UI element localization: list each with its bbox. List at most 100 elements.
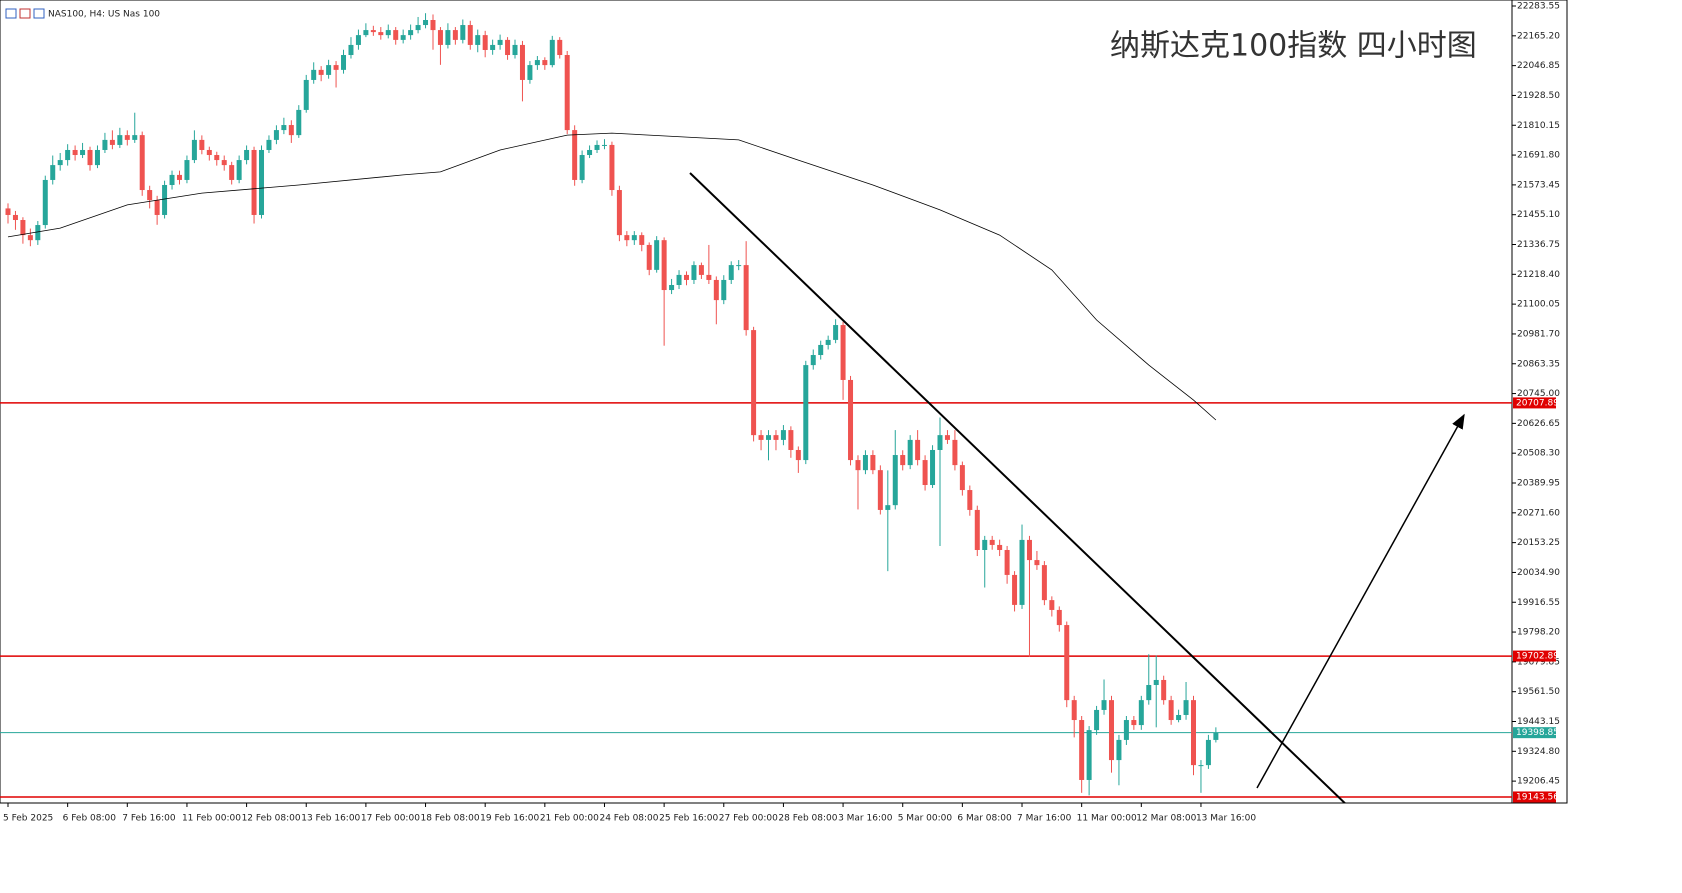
header: NAS100, H4: US Nas 100 (5, 8, 160, 20)
candle-body (646, 244, 652, 270)
candle-body (1191, 700, 1197, 766)
x-tick-label: 27 Feb 00:00 (719, 814, 778, 824)
candle-body (1101, 700, 1107, 710)
candle-body (795, 449, 801, 461)
candle-body (944, 435, 950, 440)
candle-body (5, 208, 11, 215)
candle-body (1056, 609, 1062, 626)
candle-body (12, 214, 18, 221)
candle-body (959, 465, 965, 491)
candle-body (773, 435, 779, 440)
y-tick-label: 20389.95 (1517, 479, 1560, 489)
y-tick-label: 19206.45 (1517, 777, 1560, 787)
candle-body (1019, 539, 1025, 605)
y-tick-label: 19679.85 (1517, 657, 1560, 667)
candle-body (766, 435, 772, 440)
icon (33, 8, 45, 19)
candle-body (751, 330, 757, 436)
candle-body (1004, 549, 1010, 575)
x-tick-label: 18 Feb 08:00 (421, 814, 480, 824)
candle-body (609, 144, 615, 191)
candle-body (952, 439, 958, 466)
candle-body (259, 149, 265, 215)
candle-body (303, 79, 309, 110)
candle-body (1183, 700, 1189, 715)
candle-body (862, 455, 868, 471)
candle-body (482, 35, 488, 50)
y-tick-label: 19561.50 (1517, 687, 1560, 697)
candle-body (542, 60, 548, 66)
candle-body (475, 35, 481, 45)
candle-body (505, 39, 511, 56)
candle-body (318, 69, 324, 75)
y-tick-label: 22046.85 (1517, 61, 1560, 71)
y-tick-label: 20271.60 (1517, 508, 1560, 518)
candle-body (393, 30, 399, 40)
x-tick-label: 11 Feb 00:00 (182, 814, 241, 824)
candle-body (1168, 700, 1174, 721)
candle-body (661, 240, 667, 291)
candle-body (855, 460, 861, 471)
y-tick-label: 20153.25 (1517, 538, 1560, 548)
candle-body (780, 430, 786, 440)
candle-body (616, 190, 622, 236)
icon (5, 8, 17, 19)
candle-body (922, 460, 928, 486)
drawings (689, 172, 1465, 803)
candle-body (713, 279, 719, 301)
x-tick-label: 24 Feb 08:00 (599, 814, 658, 824)
candle-body (333, 65, 339, 70)
candle-body (534, 60, 540, 66)
candle-body (825, 339, 831, 345)
price-label-box (1513, 791, 1556, 803)
candle-body (989, 539, 995, 545)
candle-body (139, 135, 145, 191)
candle-body (967, 490, 973, 510)
candle-body (572, 130, 578, 180)
x-tick-label: 13 Mar 16:00 (1196, 814, 1256, 824)
x-tick-label: 6 Mar 08:00 (957, 814, 1012, 824)
candle-body (94, 149, 100, 166)
candle-body (109, 139, 115, 145)
candle-body (281, 125, 287, 131)
candle-body (1131, 720, 1137, 726)
y-tick-label: 20981.70 (1517, 329, 1560, 339)
candle-body (885, 505, 891, 510)
candle-body (169, 174, 175, 185)
candle-body (1161, 679, 1167, 701)
candle-body (818, 344, 824, 356)
y-tick-label: 20863.35 (1517, 359, 1560, 369)
candle-body (937, 435, 943, 450)
x-tick-label: 5 Mar 00:00 (898, 814, 953, 824)
candle-body (1108, 700, 1114, 761)
candle-body (355, 35, 361, 45)
candle-body (363, 30, 369, 36)
candle-body (1094, 709, 1100, 731)
candle-body (870, 455, 876, 471)
candle-body (124, 135, 130, 140)
candle-body (788, 430, 794, 450)
candle-body (892, 455, 898, 506)
axes: 22283.55 22165.20 22046.85 21928.50 21810.15… (3, 2, 1560, 824)
candle-body (512, 44, 518, 56)
candle-body (840, 325, 846, 380)
y-tick-label: 19443.15 (1517, 717, 1560, 727)
y-tick-label: 19324.80 (1517, 747, 1560, 757)
candle-body (900, 455, 906, 466)
candle-body (721, 279, 727, 301)
candle-body (87, 149, 93, 166)
candle-body (348, 44, 354, 56)
candle-body (736, 265, 742, 267)
x-tick-label: 21 Feb 00:00 (540, 814, 599, 824)
price-label: 19143.56 (1516, 792, 1559, 802)
candle-body (810, 355, 816, 366)
candle-body (1213, 732, 1219, 740)
price-label-box (1513, 727, 1556, 739)
candle-body (579, 155, 585, 180)
x-tick-label: 6 Feb 08:00 (63, 814, 117, 824)
candle-body (1026, 539, 1032, 561)
price-label: 19702.89 (1516, 652, 1559, 662)
y-tick-label: 21336.75 (1517, 240, 1560, 250)
x-tick-label: 17 Feb 00:00 (361, 814, 420, 824)
